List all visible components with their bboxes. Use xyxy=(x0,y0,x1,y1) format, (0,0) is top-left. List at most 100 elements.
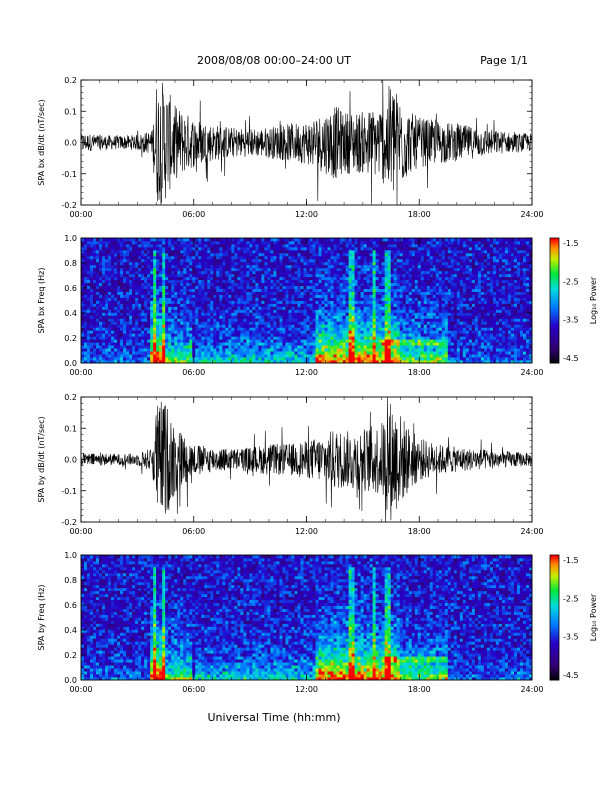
colorbar-segment xyxy=(550,648,559,652)
colorbar-segment xyxy=(550,623,559,627)
colorbar-segment xyxy=(550,260,559,264)
y-tick-label: 0.6 xyxy=(64,284,77,293)
y-tick-label: 0.8 xyxy=(64,259,77,268)
colorbar-segment xyxy=(550,559,559,562)
x-tick-label: 18:00 xyxy=(408,527,431,536)
x-tick-label: 12:00 xyxy=(295,527,318,536)
colorbar-segment xyxy=(550,358,559,362)
colorbar: -1.5 -2.5 -3.5 -4.5 Log₁₀ Power xyxy=(549,554,598,681)
colorbar-segment xyxy=(550,605,559,608)
colorbar-segment xyxy=(550,584,559,587)
colorbar-segment xyxy=(550,244,559,247)
colorbar-segment xyxy=(550,590,559,593)
colorbar-segment xyxy=(550,677,559,681)
y-tick-label: 1.0 xyxy=(64,551,77,560)
colorbar-segment xyxy=(550,242,559,245)
y-axis-label: SPA by Freq (Hz) xyxy=(37,585,46,651)
colorbar-segment xyxy=(550,642,559,646)
colorbar-segment xyxy=(550,323,559,326)
colorbar-label: Log₁₀ Power xyxy=(589,276,598,324)
y-tick-label: 0.0 xyxy=(64,359,77,368)
colorbar-segment xyxy=(550,267,559,270)
colorbar-segment xyxy=(550,296,559,299)
colorbar: -1.5 -2.5 -3.5 -4.5 Log₁₀ Power xyxy=(549,237,598,364)
colorbar-segment xyxy=(550,340,559,343)
colorbar-segment xyxy=(550,315,559,318)
colorbar-segment xyxy=(550,663,559,666)
colorbar-segment xyxy=(550,263,559,266)
page-title: 2008/08/08 00:00–24:00 UT xyxy=(197,54,351,67)
y-axis-label: SPA bx Freq (Hz) xyxy=(37,268,46,334)
y-tick-label: 0.1 xyxy=(64,107,77,116)
colorbar-segment xyxy=(550,577,559,581)
colorbar-segment xyxy=(550,602,559,606)
colorbar-segment xyxy=(550,655,559,658)
colorbar-tick-label: -2.5 xyxy=(563,277,579,286)
colorbar-segment xyxy=(550,352,559,356)
colorbar-tick-label: -1.5 xyxy=(563,556,579,565)
panel-3: 0.2 0.1 0.0 -0.1 -0.200:00 06:00 12:00 18:00 24:… xyxy=(37,393,544,536)
colorbar-segment xyxy=(550,575,559,579)
colorbar-segment xyxy=(550,571,559,575)
y-tick-label: 0.4 xyxy=(64,626,77,635)
colorbar-segment xyxy=(550,273,559,276)
x-tick-label: 00:00 xyxy=(69,527,92,536)
colorbar-segment xyxy=(550,269,559,272)
y-tick-label: 0.4 xyxy=(64,309,77,318)
colorbar-segment xyxy=(550,661,559,664)
panel-4: -1.5 -2.5 -3.5 -4.5 Log₁₀ Power 1.0 0.8 0.6 0.4 0… xyxy=(37,551,598,694)
y-axis-label: SPA by dB/dt (nT/sec) xyxy=(37,416,46,502)
colorbar-segment xyxy=(550,283,559,287)
colorbar-tick-label: -3.5 xyxy=(563,316,579,325)
colorbar-segment xyxy=(550,638,559,641)
colorbar-segment xyxy=(550,285,559,289)
series-line xyxy=(80,79,533,206)
colorbar-segment xyxy=(550,240,559,243)
colorbar-segment xyxy=(550,310,559,314)
colorbar-segment xyxy=(550,348,559,351)
colorbar-segment xyxy=(550,617,559,621)
colorbar-segment xyxy=(550,277,559,281)
colorbar-segment xyxy=(550,298,559,301)
x-tick-label: 18:00 xyxy=(408,685,431,694)
y-tick-label: -0.2 xyxy=(61,518,77,527)
colorbar-tick-label: -3.5 xyxy=(563,633,579,642)
colorbar-segment xyxy=(550,246,559,249)
colorbar-segment xyxy=(550,592,559,596)
colorbar-segment xyxy=(550,613,559,616)
colorbar-segment xyxy=(550,609,559,612)
colorbar-segment xyxy=(550,238,559,241)
colorbar-segment xyxy=(550,567,559,571)
y-tick-label: 0.2 xyxy=(64,393,77,402)
colorbar-segment xyxy=(550,659,559,662)
x-tick-label: 06:00 xyxy=(182,527,205,536)
colorbar-segment xyxy=(550,258,559,262)
x-tick-label: 12:00 xyxy=(295,368,318,377)
colorbar-label: Log₁₀ Power xyxy=(589,593,598,641)
colorbar-segment xyxy=(550,634,559,637)
y-tick-label: 0.1 xyxy=(64,424,77,433)
colorbar-segment xyxy=(550,248,559,251)
colorbar-segment xyxy=(550,321,559,324)
colorbar-segment xyxy=(550,675,559,679)
y-tick-label: 0.0 xyxy=(64,139,77,148)
y-tick-label: 0.0 xyxy=(64,676,77,685)
colorbar-segment xyxy=(550,586,559,589)
colorbar-segment xyxy=(550,557,559,560)
colorbar-segment xyxy=(550,344,559,347)
panel-1: 0.2 0.1 0.0 -0.1 -0.200:00 06:00 12:00 18:00 24:… xyxy=(37,76,544,219)
colorbar-segment xyxy=(550,333,559,337)
colorbar-segment xyxy=(550,621,559,625)
colorbar-segment xyxy=(550,302,559,306)
colorbar-segment xyxy=(550,256,559,260)
colorbar-segment xyxy=(550,294,559,297)
colorbar-segment xyxy=(550,313,559,316)
colorbar-segment xyxy=(550,338,559,341)
y-tick-label: -0.1 xyxy=(61,170,77,179)
colorbar-segment xyxy=(550,346,559,349)
colorbar-segment xyxy=(550,652,559,656)
colorbar-segment xyxy=(550,354,559,358)
colorbar-segment xyxy=(550,594,559,598)
colorbar-segment xyxy=(550,300,559,304)
